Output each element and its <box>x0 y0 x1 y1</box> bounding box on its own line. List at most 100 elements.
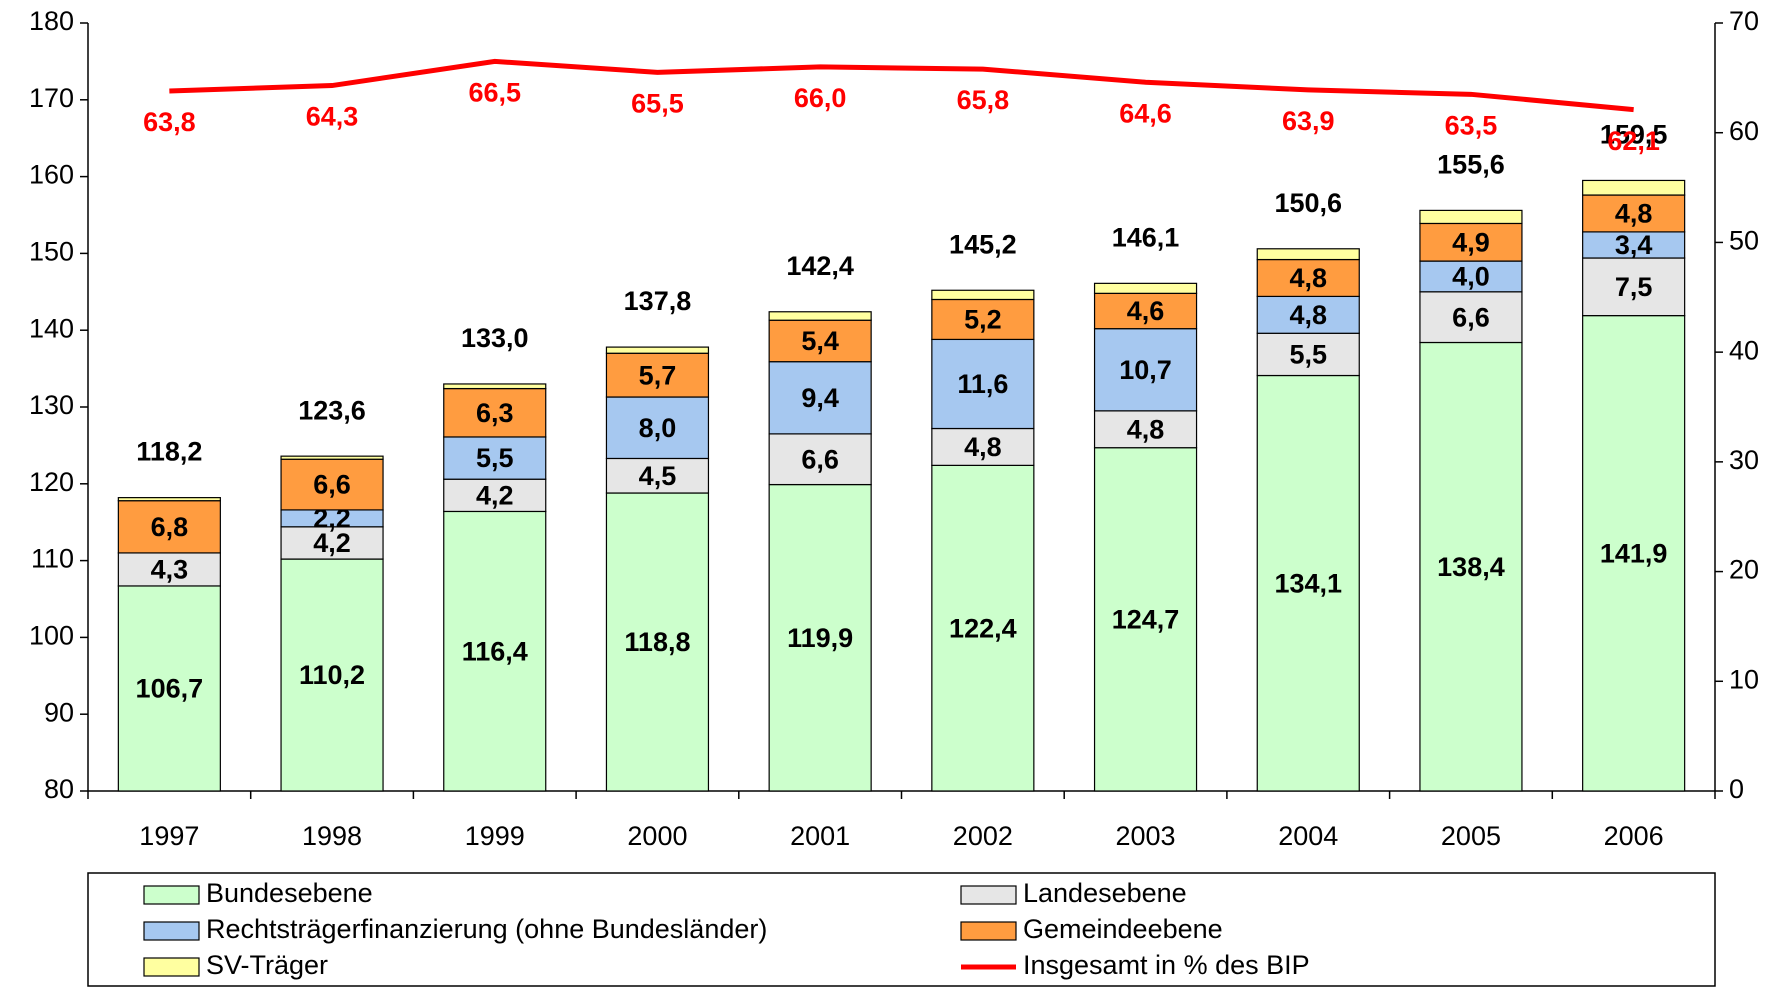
bar-segment <box>117 497 221 502</box>
legend-box <box>87 872 1716 987</box>
bar-segment <box>1256 295 1360 334</box>
total-label: 123,6 <box>298 395 366 425</box>
x-tick-label: 2004 <box>1278 821 1338 851</box>
bar-segment <box>1093 447 1198 792</box>
legend-label: Insgesamt in % des BIP <box>1023 950 1310 980</box>
bar-segment <box>1256 248 1360 261</box>
y-tick-label: 80 <box>44 774 74 804</box>
data-label: 5,5 <box>476 443 514 473</box>
total-label: 145,2 <box>949 229 1017 259</box>
bar-segment <box>1419 209 1523 225</box>
data-label: 6,3 <box>476 398 514 428</box>
bar-segment <box>931 289 1035 301</box>
data-label: 5,4 <box>801 326 839 356</box>
data-label: 9,4 <box>801 383 839 413</box>
data-label: 119,9 <box>787 623 853 653</box>
data-label: 4,2 <box>313 528 351 558</box>
total-label: 133,0 <box>461 323 529 353</box>
line-label: 64,3 <box>306 102 359 132</box>
bar-segment <box>605 492 710 792</box>
y-tick-label: 90 <box>44 697 74 727</box>
line-label: 63,9 <box>1282 106 1335 136</box>
bar-segment <box>443 387 547 438</box>
bar-segment <box>1256 332 1360 377</box>
legend-swatch <box>143 957 200 977</box>
line-label: 63,8 <box>143 107 196 137</box>
data-label: 6,6 <box>801 444 839 474</box>
y2-tick-label: 20 <box>1729 555 1759 585</box>
bar-segment <box>1093 410 1198 449</box>
data-label: 134,1 <box>1274 568 1342 598</box>
bar-segment <box>1419 222 1523 262</box>
y-tick-label: 170 <box>29 83 74 113</box>
data-label: 106,7 <box>136 674 204 704</box>
bar-segment <box>117 500 221 554</box>
bar-segment <box>931 298 1035 341</box>
data-label: 4,8 <box>1289 263 1327 293</box>
bar-segment <box>1419 260 1523 293</box>
bar-segment <box>280 455 384 460</box>
bar-segment <box>931 464 1035 792</box>
bar-segment <box>1256 258 1360 298</box>
bar-segment <box>1093 328 1198 412</box>
line-label: 65,5 <box>631 88 684 118</box>
total-label: 155,6 <box>1437 150 1505 180</box>
legend-label: Landesebene <box>1023 878 1187 908</box>
total-label: 118,2 <box>136 437 202 467</box>
bar-segment <box>605 352 710 398</box>
line <box>169 58 1634 113</box>
data-label: 138,4 <box>1437 552 1505 582</box>
data-label: 118,8 <box>624 627 690 657</box>
data-label: 11,6 <box>957 369 1008 399</box>
y2-tick-label: 10 <box>1729 664 1759 694</box>
total-label: 137,8 <box>624 286 692 316</box>
x-tick-label: 1999 <box>465 821 525 851</box>
bar-segment <box>443 510 547 792</box>
line-label: 65,8 <box>957 85 1010 115</box>
x-tick-label: 1997 <box>139 821 199 851</box>
y-tick-label: 140 <box>29 313 74 343</box>
x-tick-label: 1998 <box>302 821 362 851</box>
y-tick-label: 150 <box>29 237 74 267</box>
x-tick-label: 2001 <box>790 821 850 851</box>
data-label: 4,6 <box>1127 296 1165 326</box>
line-label: 63,5 <box>1445 110 1498 140</box>
bar-segment <box>1582 194 1686 233</box>
data-label: 4,8 <box>964 432 1002 462</box>
legend-label: Bundesebene <box>206 878 373 908</box>
bar-segment <box>768 319 872 363</box>
data-label: 6,8 <box>151 512 189 542</box>
x-tick-label: 2006 <box>1604 821 1664 851</box>
bar-segment <box>443 436 547 480</box>
bar-segment <box>117 585 221 792</box>
y2-tick-label: 30 <box>1729 445 1759 475</box>
line-label: 66,5 <box>468 78 521 108</box>
y2-tick-label: 0 <box>1729 774 1744 804</box>
total-label: 159,5 <box>1600 120 1668 150</box>
y2-tick-label: 40 <box>1729 335 1759 365</box>
bar-segment <box>1419 291 1523 344</box>
y-tick-label: 120 <box>29 467 74 497</box>
x-tick-label: 2003 <box>1116 821 1176 851</box>
data-label: 110,2 <box>299 660 365 690</box>
legend-swatch <box>143 885 200 905</box>
legend-swatch <box>143 921 200 941</box>
bar-segment <box>280 526 384 560</box>
x-tick-label: 2005 <box>1441 821 1501 851</box>
data-label: 122,4 <box>949 613 1017 643</box>
legend-swatch <box>960 885 1017 905</box>
x-tick-label: 2002 <box>953 821 1013 851</box>
x-tick-label: 2000 <box>627 821 687 851</box>
data-label: 4,3 <box>151 555 189 585</box>
legend-label: Gemeindeebene <box>1023 914 1223 944</box>
y-tick-label: 110 <box>31 544 74 574</box>
data-label: 6,6 <box>1452 302 1490 332</box>
legend-swatch <box>960 921 1017 941</box>
data-label: 4,0 <box>1452 262 1490 292</box>
bar-segment <box>1582 257 1686 317</box>
y-tick-label: 130 <box>29 390 74 420</box>
y-tick-label: 100 <box>29 621 74 651</box>
data-label: 5,7 <box>639 360 677 390</box>
data-label: 4,2 <box>476 480 514 510</box>
